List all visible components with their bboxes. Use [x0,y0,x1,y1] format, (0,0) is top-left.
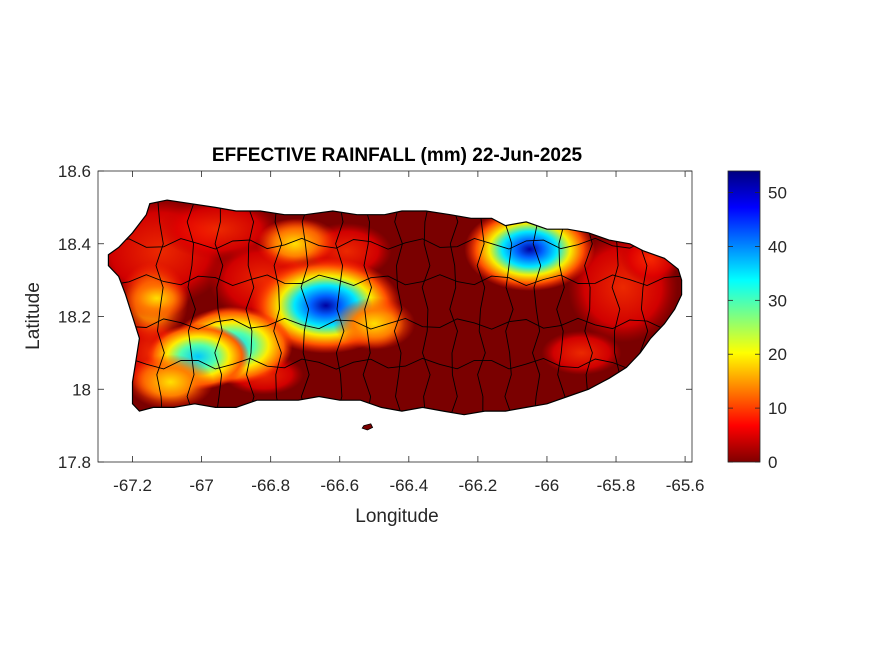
municipal-border [186,200,196,415]
y-tick-label: 18.2 [58,308,91,327]
municipal-border [335,200,345,415]
chart-title: EFFECTIVE RAINFALL (mm) 22-Jun-2025 [212,145,583,166]
municipal-border [111,357,682,370]
y-tick-label: 18 [72,380,91,399]
x-tick-label: -67 [189,476,214,495]
x-tick-label: -66.6 [320,476,359,495]
rainfall-field [107,199,683,431]
municipal-border [584,200,593,415]
municipal-border [214,200,224,415]
rain-zone [541,330,622,375]
colorbar-tick-label: 0 [768,453,777,472]
y-axis-label: Latitude [23,282,44,350]
colorbar-tick-label: 20 [768,345,787,364]
islet [361,423,374,431]
rainfall-hotspot [124,277,190,320]
y-tick-label: 18.6 [58,162,91,181]
municipal-border [421,200,431,415]
colorbar-axis: 0 10 20 30 40 50 [728,184,787,472]
y-axis: 17.8 18 18.2 18.4 18.6 [58,162,692,472]
municipal-border [476,200,486,415]
municipal-border [300,200,310,415]
municipal-boundaries [111,200,682,415]
colorbar-tick-label: 50 [768,184,787,203]
x-tick-label: -67.2 [113,476,152,495]
y-tick-label: 18.4 [58,235,91,254]
x-tick-label: -65.6 [666,476,705,495]
municipal-border [111,237,682,250]
municipal-border [393,200,404,415]
colorbar-tick-label: 10 [768,399,787,418]
x-axis: -67.2 -67 -66.8 -66.6 -66.4 -66.2 -66 -65.8 -65.… [113,171,704,495]
municipal-border [532,200,542,415]
coastline [107,199,683,416]
municipal-border [449,200,459,415]
x-tick-label: -66.8 [251,476,290,495]
rainfall-hotspot [127,354,214,410]
municipal-border [273,200,283,415]
municipal-border [155,200,165,415]
x-tick-label: -66.2 [459,476,498,495]
municipal-border [504,200,514,415]
colorbar-tick-label: 40 [768,237,787,256]
municipal-border [556,200,566,415]
colorbar [727,170,761,463]
municipal-border [362,200,372,415]
municipal-border [111,274,682,286]
rainfall-hotspot [333,297,416,350]
rainfall-hotspot [256,218,334,269]
y-tick-label: 17.8 [58,453,91,472]
municipal-border [111,317,682,330]
colorbar-tick-label: 30 [768,291,787,310]
x-tick-label: -66 [535,476,560,495]
x-tick-label: -65.8 [597,476,636,495]
x-axis-label: Longitude [355,506,438,527]
x-tick-label: -66.4 [389,476,428,495]
municipal-border [245,200,255,415]
